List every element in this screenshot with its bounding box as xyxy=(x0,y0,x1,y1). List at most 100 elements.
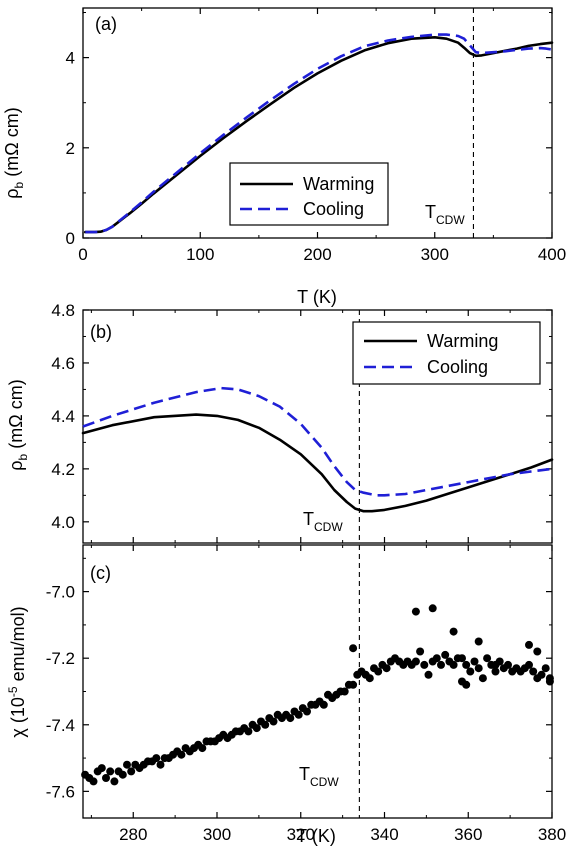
panel-c-data-point xyxy=(504,660,512,669)
panel-c-data-point xyxy=(177,750,186,759)
panel-a-legend-cooling-label: Cooling xyxy=(303,199,364,219)
panel-b-tcdw-subscript: CDW xyxy=(314,520,343,534)
panel-a-y-tick-label: 0 xyxy=(66,229,75,248)
panel-c-data-point xyxy=(449,627,458,636)
panel-c-tcdw-label: TCDW xyxy=(299,764,339,789)
panel-c-data-point xyxy=(340,687,349,696)
panel-a-x-tick-label: 300 xyxy=(421,245,449,264)
panel-c-data-point xyxy=(110,777,119,786)
panel-c-data-point xyxy=(156,760,165,769)
panel-c-data-point xyxy=(416,647,425,656)
panel-c-data-point xyxy=(545,674,554,683)
panel-a-tcdw-t: T xyxy=(425,202,436,222)
panel-c-x-tick-label: 300 xyxy=(203,825,231,844)
panel-c-y-tick-label: -7.4 xyxy=(46,716,75,735)
panel-c-data-point xyxy=(420,660,429,669)
panel-c-data-point xyxy=(411,657,420,666)
panel-a-y-axis-title-rho: ρ xyxy=(2,188,22,198)
panel-b: 4.0 4.2 4.4 4.6 4.8 (b) ρb (mΩ cm) TCDW Warm… xyxy=(6,301,554,544)
panel-c-x-tick-label: 360 xyxy=(454,825,482,844)
panel-c-y-axis-title: χ (10-5 emu/mol) xyxy=(6,606,28,737)
panel-c-data-point xyxy=(198,744,207,753)
panel-c-data-point xyxy=(529,667,538,676)
panel-c-data-point xyxy=(462,660,471,669)
panel-c-label: (c) xyxy=(90,563,111,583)
panel-c-data-point xyxy=(541,664,550,673)
panel-c-data-point xyxy=(349,644,358,653)
panel-a-x-tick-label: 100 xyxy=(186,245,214,264)
panel-b-y-tick-label: 4.2 xyxy=(51,460,75,479)
panel-b-y-axis-title-units: (mΩ cm) xyxy=(6,379,26,453)
panel-c-data-point xyxy=(491,660,500,669)
panel-c-data-point xyxy=(374,667,383,676)
panel-c-x-tick-label: 340 xyxy=(370,825,398,844)
panel-c-data-point xyxy=(449,660,458,669)
panel-a-y-tick-label: 4 xyxy=(66,49,75,68)
panel-a-y-axis-title: ρb (mΩ cm) xyxy=(2,107,26,198)
panel-c-x-tick-label: 280 xyxy=(119,825,147,844)
panel-b-y-tick-label: 4.0 xyxy=(51,513,75,532)
panel-c-data-point xyxy=(97,764,106,773)
panel-c-y-axis-title-units: emu/mol) xyxy=(8,606,28,686)
panel-c-tcdw-t: T xyxy=(299,764,310,784)
panel-c-y-tick-label: -7.2 xyxy=(46,649,75,668)
panel-c-data-point xyxy=(382,664,391,673)
panel-c-plot-area: 280 300 320 340 360 380 -7.6 -7.4 -7.2 -7.0 xyxy=(46,544,566,844)
panel-a-y-axis-title-subscript: b xyxy=(12,181,26,188)
panel-a-label: (a) xyxy=(95,14,117,34)
panel-a-x-axis-title: T (K) xyxy=(297,287,337,307)
panel-a-y-axis-title-units: (mΩ cm) xyxy=(2,107,22,181)
panel-c-y-axis-title-exponent: -5 xyxy=(6,686,20,697)
panel-c-data-point xyxy=(89,777,98,786)
panel-a-series-cooling-line xyxy=(85,33,553,234)
panel-b-label: (b) xyxy=(90,322,112,342)
panel-b-y-axis-title: ρb (mΩ cm) xyxy=(6,379,30,470)
panel-c-data-point xyxy=(525,640,533,649)
panel-c-data-point xyxy=(441,650,450,659)
panel-c-data-point xyxy=(102,774,110,782)
panel-c-data-point xyxy=(491,667,500,676)
panel-c-data-point xyxy=(152,754,161,763)
panel-b-y-axis-title-subscript: b xyxy=(16,453,30,460)
panel-b-legend-warming-label: Warming xyxy=(427,331,498,351)
panel-c-data-point xyxy=(437,660,445,669)
panel-c-data-point xyxy=(432,654,441,663)
panel-b-y-tick-label: 4.4 xyxy=(51,407,75,426)
panel-c-y-tick-label: -7.6 xyxy=(46,782,75,801)
panel-a-plot-area: 0 100 200 300 400 0 2 4 xyxy=(66,7,566,264)
panel-c-y-tick-label: -7.0 xyxy=(46,583,75,602)
panel-a-x-tick-label: 200 xyxy=(303,245,331,264)
panel-c-data-point xyxy=(462,680,471,689)
panel-c-data-point xyxy=(525,660,533,669)
panel-c-y-axis-title-chi: χ (10 xyxy=(8,697,28,737)
panel-c-x-tick-label: 380 xyxy=(538,825,566,844)
panel-c-x-tick-label: 320 xyxy=(287,825,315,844)
panel-c-data-point xyxy=(252,724,261,733)
panel-c-data-point xyxy=(123,760,131,769)
panel-b-tcdw-t: T xyxy=(303,509,314,529)
panel-b-legend: Warming Cooling xyxy=(352,321,541,385)
panel-c-data-point xyxy=(474,637,483,646)
panel-b-legend-box xyxy=(352,321,541,385)
panel-b-y-axis-title-rho: ρ xyxy=(6,460,26,470)
panel-c-x-axis-title: T (K) xyxy=(296,826,336,846)
panel-c-data-point xyxy=(470,657,479,666)
panel-c-data-point xyxy=(537,670,546,679)
panel-b-tcdw-label: TCDW xyxy=(303,509,343,534)
panel-c-data-point xyxy=(411,607,420,616)
panel-c-data-point xyxy=(478,674,487,683)
panel-c-data-point xyxy=(127,767,136,776)
panel-c-data-point xyxy=(286,714,295,723)
panel-c-data-point xyxy=(466,667,475,676)
panel-c-data-point xyxy=(483,654,492,663)
panel-c-data-point xyxy=(294,710,303,719)
panel-c-data-point xyxy=(118,770,127,779)
panel-b-y-tick-label: 4.8 xyxy=(51,301,75,320)
panel-a-x-tick-label: 0 xyxy=(78,245,87,264)
panel-c-data-point xyxy=(474,664,483,673)
panel-c-data-point xyxy=(428,604,437,613)
panel-c-data-point xyxy=(319,700,328,709)
panel-c-data-point xyxy=(349,680,358,689)
